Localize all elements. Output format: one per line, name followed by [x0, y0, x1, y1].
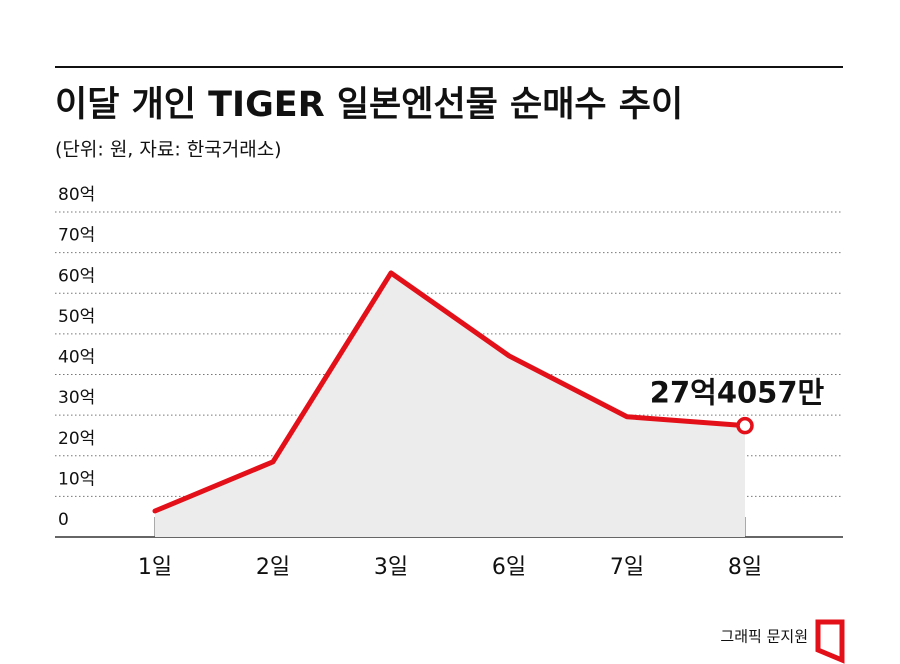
- x-tick-label: 8일: [728, 555, 762, 580]
- plot: 0 10억 20억 30억 40억 50억 60억 70억 80억 1일 2일 3일 6일 7일 8일 27억…: [55, 185, 843, 580]
- x-tick-label: 6일: [492, 555, 526, 580]
- y-tick-label: 10억: [58, 469, 95, 489]
- y-tick-label: 70억: [58, 226, 95, 246]
- credit: 그래픽 문지원: [720, 628, 808, 646]
- y-tick-label: 30억: [58, 388, 95, 408]
- x-tick-label: 3일: [374, 555, 408, 580]
- x-tick-label: 1일: [138, 555, 172, 580]
- y-tick-label: 20억: [58, 429, 95, 449]
- logo: [815, 619, 845, 664]
- y-tick-label: 50억: [58, 307, 95, 327]
- point-marker: [736, 416, 754, 435]
- y-tick-label: 0: [58, 510, 69, 530]
- area: [155, 272, 745, 537]
- data-label: 27억4057만: [650, 376, 825, 410]
- y-tick-label: 40억: [58, 348, 95, 368]
- line: [152, 270, 748, 514]
- x-tick-label: 7일: [610, 555, 644, 580]
- chart-title: 이달 개인 TIGER 일본엔선물 순매수 추이: [55, 85, 683, 125]
- x-tick-label: 2일: [256, 555, 290, 580]
- y-tick-label: 60억: [58, 266, 95, 286]
- chart-subtitle: (단위: 원, 자료: 한국거래소): [55, 139, 282, 161]
- y-tick-label: 80억: [58, 185, 95, 205]
